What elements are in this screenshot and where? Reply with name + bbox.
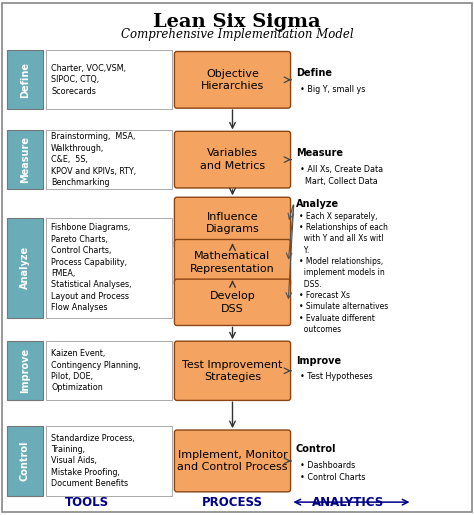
- Text: • Control Charts: • Control Charts: [300, 473, 365, 482]
- Text: Standardize Process,
Training,
Visual Aids,
Mistake Proofing,
Document Benefits: Standardize Process, Training, Visual Ai…: [51, 434, 135, 488]
- Text: Mathematical
Representation: Mathematical Representation: [190, 251, 275, 274]
- Text: Improve: Improve: [296, 356, 341, 366]
- FancyBboxPatch shape: [174, 131, 291, 188]
- Text: Influence
Diagrams: Influence Diagrams: [206, 212, 259, 234]
- FancyBboxPatch shape: [46, 426, 172, 495]
- Text: Analyze: Analyze: [20, 246, 30, 289]
- Text: Kaizen Event,
Contingency Planning,
Pilot, DOE,
Optimization: Kaizen Event, Contingency Planning, Pilo…: [51, 349, 141, 392]
- Text: • Big Y, small ys: • Big Y, small ys: [300, 85, 365, 94]
- Text: Analyze: Analyze: [296, 199, 339, 209]
- FancyBboxPatch shape: [7, 341, 43, 401]
- Text: with Y and all Xs witl: with Y and all Xs witl: [299, 234, 383, 243]
- Text: Measure: Measure: [296, 148, 343, 158]
- FancyBboxPatch shape: [174, 430, 291, 492]
- Text: • Test Hypotheses: • Test Hypotheses: [300, 372, 372, 381]
- Text: Mart, Collect Data: Mart, Collect Data: [300, 177, 377, 185]
- Text: Y.: Y.: [299, 246, 309, 254]
- Text: Improve: Improve: [20, 348, 30, 393]
- Text: Charter, VOC,VSM,
SIPOC, CTQ,
Scorecards: Charter, VOC,VSM, SIPOC, CTQ, Scorecards: [51, 64, 126, 96]
- FancyBboxPatch shape: [46, 130, 172, 190]
- Text: Fishbone Diagrams,
Pareto Charts,
Control Charts,
Process Capability,
FMEA,
Stat: Fishbone Diagrams, Pareto Charts, Contro…: [51, 223, 132, 313]
- Text: Control: Control: [296, 444, 336, 454]
- Text: • Evaluate different: • Evaluate different: [299, 314, 374, 322]
- FancyBboxPatch shape: [46, 50, 172, 110]
- FancyBboxPatch shape: [7, 426, 43, 495]
- Text: outcomes: outcomes: [299, 325, 341, 334]
- FancyBboxPatch shape: [174, 279, 291, 325]
- Text: Test Improvement
Strategies: Test Improvement Strategies: [182, 359, 283, 382]
- Text: Define: Define: [296, 68, 332, 78]
- FancyBboxPatch shape: [46, 218, 172, 318]
- Text: TOOLS: TOOLS: [64, 495, 109, 509]
- Text: DSS.: DSS.: [299, 280, 321, 288]
- Text: • Relationships of each: • Relationships of each: [299, 223, 387, 232]
- Text: Develop
DSS: Develop DSS: [210, 291, 255, 314]
- Text: • All Xs, Create Data: • All Xs, Create Data: [300, 165, 383, 174]
- FancyBboxPatch shape: [174, 341, 291, 401]
- Text: Lean Six Sigma: Lean Six Sigma: [153, 13, 321, 31]
- Text: • Dashboards: • Dashboards: [300, 461, 355, 470]
- FancyBboxPatch shape: [7, 50, 43, 110]
- Text: • Model relationships,: • Model relationships,: [299, 257, 383, 266]
- Text: Comprehensive Implementation Model: Comprehensive Implementation Model: [121, 28, 353, 41]
- FancyBboxPatch shape: [174, 52, 291, 108]
- FancyBboxPatch shape: [7, 218, 43, 318]
- Text: Control: Control: [20, 441, 30, 481]
- Text: Variables
and Metrics: Variables and Metrics: [200, 148, 265, 171]
- Text: • Simulate alternatives: • Simulate alternatives: [299, 302, 388, 311]
- Text: Implement, Monitor
and Control Process: Implement, Monitor and Control Process: [177, 450, 288, 472]
- FancyBboxPatch shape: [174, 197, 291, 249]
- Text: Measure: Measure: [20, 136, 30, 183]
- Text: ANALYTICS: ANALYTICS: [312, 495, 384, 509]
- Text: Define: Define: [20, 62, 30, 98]
- Text: implement models in: implement models in: [299, 268, 384, 277]
- Text: Objective
Hierarchies: Objective Hierarchies: [201, 68, 264, 91]
- FancyBboxPatch shape: [46, 341, 172, 401]
- Text: PROCESS: PROCESS: [202, 495, 263, 509]
- Text: Brainstorming,  MSA,
Walkthrough,
C&E,  5S,
KPOV and KPIVs, RTY,
Benchmarking: Brainstorming, MSA, Walkthrough, C&E, 5S…: [51, 132, 137, 187]
- Text: • Forecast Xs: • Forecast Xs: [299, 291, 350, 300]
- FancyBboxPatch shape: [174, 239, 291, 286]
- FancyBboxPatch shape: [7, 130, 43, 190]
- Text: • Each X separately,: • Each X separately,: [299, 212, 377, 220]
